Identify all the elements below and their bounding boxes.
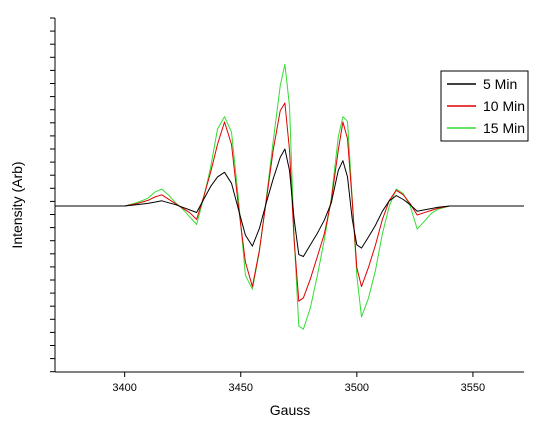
x-tick-label: 3500 — [345, 382, 369, 394]
legend-label: 10 Min — [483, 98, 525, 114]
x-tick-label: 3400 — [112, 382, 136, 394]
series-line-5-min — [55, 148, 524, 257]
legend-label: 15 Min — [483, 120, 525, 136]
axes-layer — [54, 18, 524, 373]
ticks-layer: 3400 3450 3500 3550 — [50, 17, 485, 394]
series-layer — [55, 63, 524, 330]
legend: 5 Min 10 Min 15 Min — [440, 70, 529, 142]
legend-items: 5 Min 10 Min 15 Min — [447, 76, 525, 136]
y-axis-label: Intensity (Arb) — [9, 161, 25, 248]
x-axis-label: Gauss — [270, 402, 310, 418]
legend-label: 5 Min — [483, 76, 517, 92]
series-line-10-min — [55, 102, 524, 302]
x-tick-label: 3550 — [461, 382, 485, 394]
legend-box — [440, 70, 529, 142]
x-tick-label: 3450 — [229, 382, 253, 394]
